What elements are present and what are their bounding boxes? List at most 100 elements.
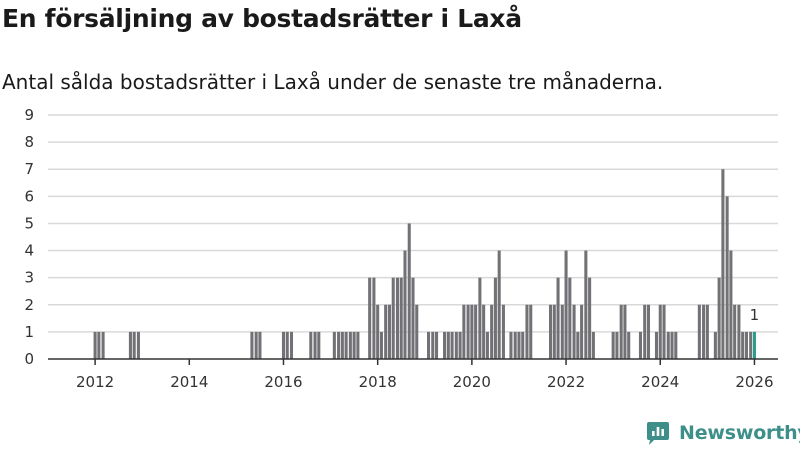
bar: [509, 331, 513, 359]
bar: [281, 331, 286, 359]
bar: [368, 277, 372, 359]
bar: [646, 304, 651, 359]
newsworthy-logo-icon: [647, 422, 669, 445]
bar: [474, 304, 478, 359]
data-labels: 1: [750, 306, 760, 324]
bar: [729, 250, 733, 359]
bar: [379, 331, 383, 359]
y-tick-label: 6: [24, 187, 34, 205]
bar: [568, 277, 572, 359]
bar: [658, 304, 662, 359]
y-tick-label: 9: [24, 106, 34, 124]
bar: [721, 169, 725, 359]
bar: [485, 331, 489, 359]
bar: [611, 331, 615, 359]
bar: [501, 304, 505, 359]
bar: [431, 331, 435, 359]
x-tick-label: 2026: [735, 373, 773, 391]
y-tick-label: 8: [24, 133, 34, 151]
bar: [521, 331, 525, 359]
bar: [348, 331, 352, 359]
bar: [407, 223, 411, 359]
bar: [458, 331, 462, 359]
bar: [564, 250, 568, 359]
bar: [136, 331, 140, 359]
bar: [446, 331, 450, 359]
bar: [744, 331, 748, 359]
bar: [580, 304, 584, 359]
bar: [670, 331, 674, 359]
bar: [733, 304, 737, 359]
bar: [470, 304, 474, 359]
bar: [258, 331, 262, 359]
bar: [384, 304, 388, 359]
bar: [619, 304, 623, 359]
bar: [560, 304, 564, 359]
bar: [552, 304, 556, 359]
x-tick-label: 2024: [641, 373, 679, 391]
bar: [490, 304, 494, 359]
bar: [591, 331, 595, 359]
bar: [588, 277, 592, 359]
brand-name: Newsworthy: [679, 422, 800, 444]
bar: [332, 331, 336, 359]
bar: [548, 304, 553, 359]
x-tick-label: 2012: [76, 373, 114, 391]
x-tick-label: 2022: [547, 373, 585, 391]
y-tick-label: 5: [24, 214, 34, 232]
bar: [97, 331, 101, 359]
bars: [93, 169, 756, 359]
bar: [132, 331, 136, 359]
bar: [337, 331, 341, 359]
bar: [250, 331, 254, 359]
brand-logo[interactable]: Newsworthy: [645, 420, 800, 446]
bar: [454, 331, 458, 359]
bar: [399, 277, 403, 359]
bar: [674, 331, 678, 359]
bar: [435, 331, 439, 359]
x-tick-label: 2016: [264, 373, 302, 391]
bar: [725, 196, 729, 359]
bar: [702, 304, 706, 359]
bar: [387, 304, 391, 359]
y-tick-label: 3: [24, 269, 34, 287]
bar: [411, 277, 415, 359]
bar: [356, 331, 360, 359]
x-tick-label: 2020: [453, 373, 491, 391]
bar: [493, 277, 497, 359]
x-tick-label: 2018: [359, 373, 397, 391]
y-tick-label: 2: [24, 296, 34, 314]
bar: [697, 304, 701, 359]
chart-title: En försäljning av bostadsrätter i Laxå: [2, 4, 522, 33]
y-tick-label: 1: [24, 323, 34, 341]
y-tick-label: 7: [24, 160, 34, 178]
bar: [128, 331, 132, 359]
bar: [741, 331, 745, 359]
bar: [93, 331, 97, 359]
bar: [427, 331, 431, 359]
bar: [466, 304, 470, 359]
bar: [462, 304, 466, 359]
bar: [285, 331, 289, 359]
bar: [415, 304, 419, 359]
axes: 0 1 2 3 4 5 6 7 8 9 2012 2014 2016 2018 2020 2022 2024 20…: [24, 106, 778, 391]
bar: [615, 331, 619, 359]
y-tick-label: 0: [24, 350, 34, 368]
bar: [391, 277, 395, 359]
bar: [443, 331, 447, 359]
bar: [450, 331, 454, 359]
bar: [101, 331, 105, 359]
bar: [517, 331, 521, 359]
bar: [317, 331, 321, 359]
bar: [254, 331, 258, 359]
bar: [395, 277, 399, 359]
bar: [376, 304, 380, 359]
bar: [344, 331, 348, 359]
bar: [627, 331, 631, 359]
bar: [556, 277, 560, 359]
bar: [529, 304, 533, 359]
bar: [403, 250, 407, 359]
bar: [352, 331, 356, 359]
bar: [638, 331, 643, 359]
